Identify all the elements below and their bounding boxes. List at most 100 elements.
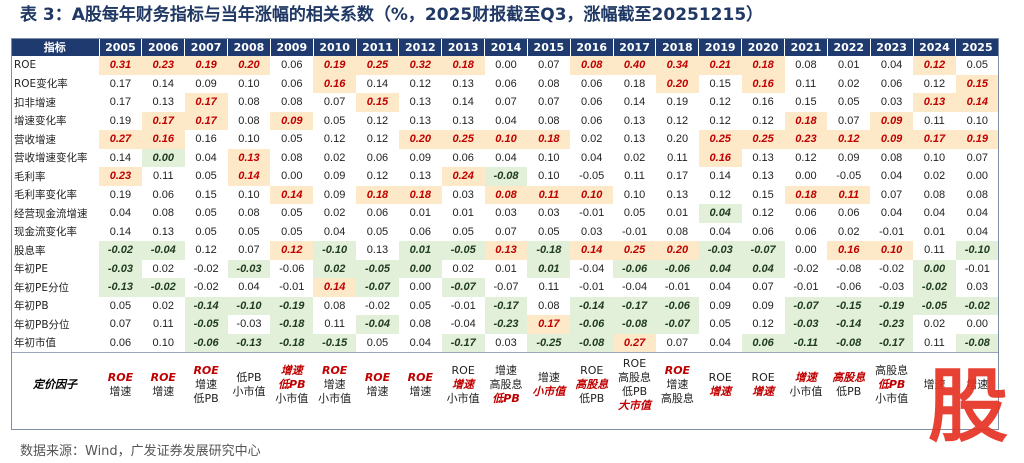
table-cell: -0.07 xyxy=(655,315,699,334)
table-row: 营收增速变化率 0.14 0.00 0.04 0.13 0.08 0.02 0.06 0.09 0… xyxy=(11,148,999,167)
table-cell: 0.08 xyxy=(238,207,260,220)
table-cell: 0.04 xyxy=(709,336,731,349)
table-cell: 0.06 xyxy=(366,207,389,220)
table-cell: -0.06 xyxy=(279,262,305,275)
table-cell: 0.04 xyxy=(495,151,517,164)
table-cell: -0.04 xyxy=(622,281,648,294)
factor-tag: ROE xyxy=(107,371,134,384)
table-cell: 0.05 xyxy=(409,299,432,312)
pricing-factor-cell: 增速 高股息 低PB xyxy=(484,352,528,417)
header-year: 2010 xyxy=(313,38,357,56)
table-cell: 0.11 xyxy=(527,185,571,204)
table-cell: 0.09 xyxy=(270,111,314,130)
table-cell: -0.06 xyxy=(570,315,614,334)
table-cell: 0.04 xyxy=(923,207,946,220)
pricing-factor-cell: ROE 增速 小市值 xyxy=(441,352,485,417)
table-cell: 0.07 xyxy=(666,336,689,349)
table-cell: 0.12 xyxy=(270,241,314,260)
table-cell: 0.32 xyxy=(398,56,442,75)
factor-tag: ROE xyxy=(664,364,691,377)
table-cell: 0.11 xyxy=(924,244,945,257)
table-cell: -0.08 xyxy=(570,333,614,353)
table-cell: -0.08 xyxy=(836,262,862,275)
table-cell: 0.07 xyxy=(838,114,860,127)
table-cell: 0.25 xyxy=(613,241,656,260)
table-cell: 0.40 xyxy=(613,56,656,75)
table-cell: 0.16 xyxy=(195,133,217,146)
table-cell: -0.05 xyxy=(579,170,605,183)
table-cell: 0.10 xyxy=(870,241,914,260)
table-cell: -0.19 xyxy=(870,296,914,315)
table-row: ROE 0.31 0.23 0.19 0.20 0.06 0.19 0.25 0.32 0.18 0… xyxy=(11,56,999,75)
table-cell: 0.12 xyxy=(795,151,817,164)
table-cell: 0.01 xyxy=(527,259,571,278)
table-cell: -0.01 xyxy=(579,207,605,220)
header-year: 2013 xyxy=(441,38,486,56)
table-cell: 0.13 xyxy=(484,241,528,260)
table-cell: -0.18 xyxy=(270,315,314,334)
factor-tag: 小市值 xyxy=(275,392,309,405)
table-cell: 0.18 xyxy=(398,185,442,204)
table-cell: 0.01 xyxy=(838,59,860,72)
row-label: 毛利率 xyxy=(14,170,46,183)
correlation-table: 指标 2005 2006 2007 2008 2009 2010 2011 2012 2013 20… xyxy=(11,38,1000,417)
table-cell: 0.05 xyxy=(709,318,731,331)
table-cell: 0.06 xyxy=(152,188,174,201)
header-year: 2015 xyxy=(527,38,571,56)
factor-tag: ROE xyxy=(407,371,433,384)
factor-tag: 高股息 xyxy=(618,371,652,384)
factor-tag: ROE xyxy=(150,371,176,384)
table-cell: 0.12 xyxy=(709,96,731,109)
table-cell: 0.23 xyxy=(784,130,828,149)
table-cell: 0.04 xyxy=(698,259,742,278)
table-cell: 0.06 xyxy=(409,225,432,238)
table-cell: 0.04 xyxy=(880,59,903,72)
table-cell: 0.27 xyxy=(613,333,656,353)
table-cell: -0.02 xyxy=(913,278,956,297)
table-cell: 0.13 xyxy=(666,188,689,201)
factor-tag: 低PB xyxy=(877,378,906,391)
table-cell: 0.02 xyxy=(323,151,346,164)
table-cell: -0.02 xyxy=(364,299,391,312)
table-cell: -0.17 xyxy=(484,296,528,315)
table-cell: -0.02 xyxy=(193,281,219,294)
table-cell: -0.17 xyxy=(870,333,914,353)
table-cell: 0.09 xyxy=(709,299,731,312)
table-cell: 0.12 xyxy=(366,114,389,127)
table-cell: 0.05 xyxy=(538,225,560,238)
table-cell: -0.02 xyxy=(793,262,819,275)
factor-tag: 低PB xyxy=(492,392,520,405)
factor-tag: ROE xyxy=(364,371,391,384)
table-cell: 0.27 xyxy=(99,130,142,149)
table-cell: 0.19 xyxy=(109,188,132,201)
table-cell: -0.14 xyxy=(184,296,228,315)
factor-tag: 小市值 xyxy=(446,392,480,405)
table-cell: 0.08 xyxy=(570,56,614,75)
table-cell: 0.11 xyxy=(827,185,871,204)
table-cell: 0.17 xyxy=(109,77,132,90)
pricing-factor-cell: 高股息 低PB 小市值 xyxy=(870,352,914,417)
factor-tag: 小市值 xyxy=(318,392,352,405)
table-cell: 0.18 xyxy=(784,185,828,204)
table-cell: -0.01 xyxy=(279,281,305,294)
table-cell: 0.14 xyxy=(313,278,357,297)
table-cell: 0.12 xyxy=(409,77,432,90)
table-cell: 0.06 xyxy=(741,333,785,353)
pricing-factor-cell: ROE 高股息 低PB xyxy=(570,352,614,417)
factor-tag: 增速 xyxy=(495,364,518,377)
table-cell: 0.08 xyxy=(238,96,260,109)
table-cell: 0.11 xyxy=(795,77,817,90)
factor-tag: 小市值 xyxy=(789,385,823,398)
header-year: 2024 xyxy=(913,38,957,56)
table-cell: 0.06 xyxy=(281,77,303,90)
table-cell: 0.13 xyxy=(623,114,646,127)
table-cell: 0.20 xyxy=(655,241,699,260)
factor-tag: 高股息 xyxy=(489,378,523,391)
row-label: 扣非增速 xyxy=(14,96,56,109)
factor-tag: 大市值 xyxy=(618,399,652,412)
header-year: 2007 xyxy=(184,38,229,56)
pricing-factor-cell: ROE 增速 xyxy=(356,352,399,417)
table-cell: 0.12 xyxy=(752,207,774,220)
table-cell: 0.17 xyxy=(141,111,185,130)
header-year: 2006 xyxy=(141,38,186,56)
